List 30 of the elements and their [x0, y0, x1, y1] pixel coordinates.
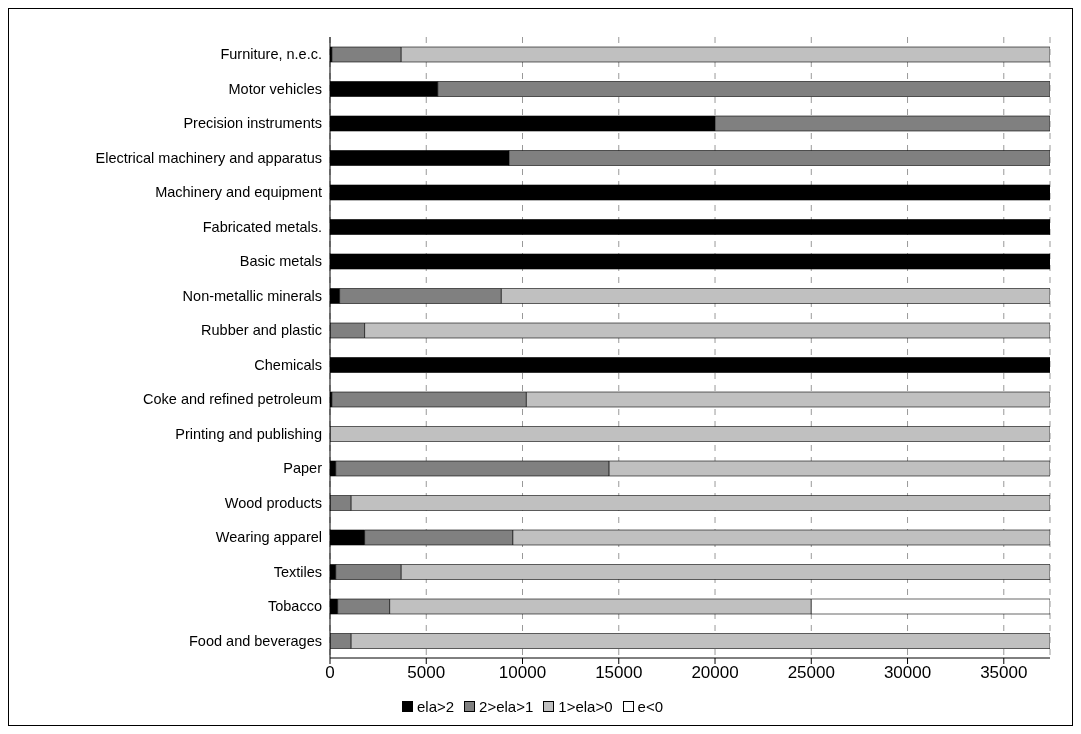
x-tick-label: 0	[325, 663, 335, 683]
x-tick-label: 35000	[980, 663, 1028, 683]
y-tick-label: Tobacco	[267, 598, 322, 615]
y-tick-label: Non-metallic minerals	[182, 287, 322, 304]
x-tick-label: 30000	[883, 663, 932, 683]
legend-label: 2>ela>1	[479, 698, 534, 715]
y-tick-label: Wood products	[224, 494, 322, 511]
y-tick-label: Chemicals	[254, 356, 322, 373]
y-tick-label: Wearing apparel	[215, 529, 322, 546]
x-tick-label: 5000	[407, 663, 446, 683]
legend-label: e<0	[637, 698, 664, 715]
y-tick-label: Printing and publishing	[175, 425, 322, 442]
y-tick-label: Motor vehicles	[228, 80, 322, 97]
x-tick-label: 15000	[595, 663, 643, 683]
y-tick-label: Machinery and equipment	[155, 184, 322, 201]
y-tick-label: Coke and refined petroleum	[143, 391, 322, 408]
legend-label: 1>ela>0	[558, 698, 613, 715]
y-tick-label: Fabricated metals.	[202, 218, 322, 235]
y-tick-label: Furniture, n.e.c.	[220, 46, 322, 63]
y-tick-label: Food and beverages	[188, 632, 322, 649]
y-tick-label: Precision instruments	[183, 115, 322, 132]
y-tick-label: Textiles	[273, 563, 322, 580]
x-tick-label: 25000	[787, 663, 835, 683]
x-tick-label: 20000	[691, 663, 739, 683]
y-tick-label: Paper	[283, 460, 323, 477]
y-tick-label: Basic metals	[239, 253, 322, 270]
legend-label: ela>2	[416, 698, 455, 715]
x-tick-label: 10000	[498, 663, 547, 683]
y-tick-label: Electrical machinery and apparatus	[95, 149, 322, 166]
y-tick-label: Rubber and plastic	[201, 322, 322, 339]
